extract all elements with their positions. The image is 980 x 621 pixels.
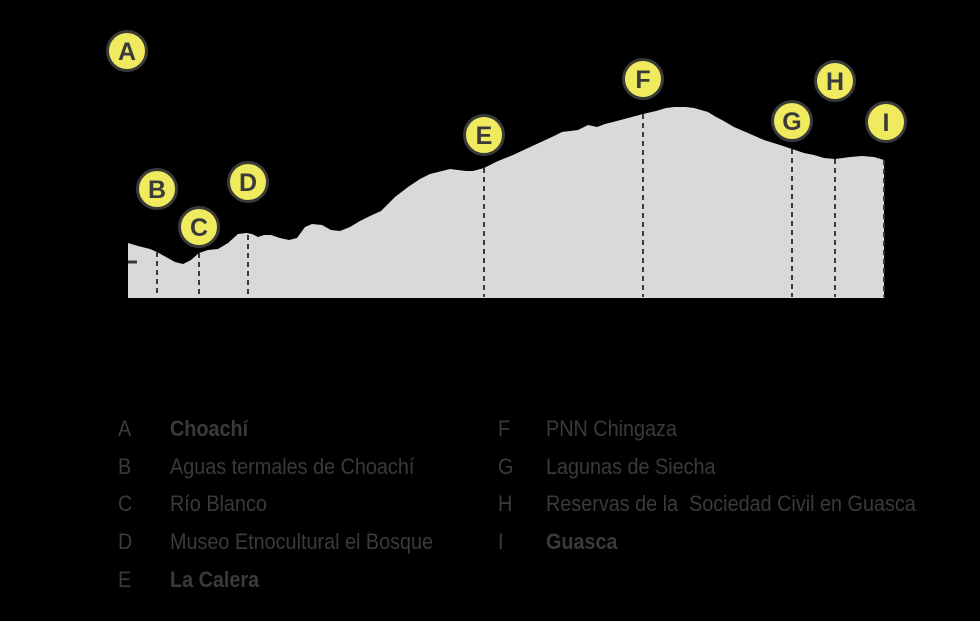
legend-letter: H	[498, 491, 513, 517]
legend-column-right: F PNN Chingaza G Lagunas de Siecha H Res…	[498, 410, 957, 561]
marker-badge-e	[463, 114, 505, 156]
marker-badge-a	[106, 30, 148, 72]
legend-item-h: H Reservas de la Sociedad Civil en Guasc…	[498, 485, 957, 523]
legend-letter: A	[118, 416, 132, 441]
marker-letter-c: C	[190, 214, 208, 242]
legend-label: Guasca	[546, 529, 618, 555]
legend-label: Lagunas de Siecha	[546, 453, 716, 479]
marker-letter-i: I	[883, 109, 890, 137]
marker-badge-d	[227, 161, 269, 203]
legend-letter: B	[118, 453, 132, 479]
legend-item-i: I Guasca	[498, 523, 957, 561]
legend-letter: D	[118, 529, 133, 555]
legend-label: La Calera	[170, 566, 260, 592]
legend-item-f: F PNN Chingaza	[498, 410, 957, 448]
marker-badge-b	[136, 168, 178, 210]
legend-letter: F	[498, 416, 511, 441]
marker-badge-h	[814, 60, 856, 102]
legend-item-d: D Museo Etnocultural el Bosque	[118, 523, 462, 561]
legend-item-b: B Aguas termales de Choachí	[118, 448, 462, 486]
marker-letter-g: G	[782, 108, 801, 136]
legend-label: Aguas termales de Choachí	[170, 453, 415, 479]
legend-letter: G	[498, 453, 514, 479]
legend-label: Reservas de la Sociedad Civil en Guasca	[546, 491, 916, 517]
marker-badge-c	[178, 206, 220, 248]
legend: A Choachí B Aguas termales de Choachí C …	[0, 410, 980, 610]
marker-badge-g	[771, 100, 813, 142]
legend-letter: E	[118, 566, 132, 592]
legend-column-left: A Choachí B Aguas termales de Choachí C …	[118, 410, 462, 598]
legend-item-c: C Río Blanco	[118, 485, 462, 523]
marker-letter-a: A	[118, 38, 136, 66]
legend-label: Museo Etnocultural el Bosque	[170, 529, 434, 555]
marker-badge-f	[622, 58, 664, 100]
marker-letter-b: B	[148, 176, 166, 204]
legend-label: Choachí	[170, 416, 249, 441]
legend-label: PNN Chingaza	[546, 416, 677, 441]
marker-letter-h: H	[826, 68, 844, 96]
legend-letter: I	[498, 529, 504, 555]
marker-badge-i	[865, 101, 907, 143]
legend-item-e: E La Calera	[118, 561, 462, 599]
marker-letter-f: F	[635, 66, 650, 94]
legend-label: Río Blanco	[170, 491, 267, 517]
legend-item-g: G Lagunas de Siecha	[498, 448, 957, 486]
marker-letter-e: E	[476, 122, 493, 150]
legend-item-a: A Choachí	[118, 410, 462, 448]
elevation-area	[128, 107, 884, 298]
legend-letter: C	[118, 491, 133, 517]
marker-letter-d: D	[239, 169, 257, 197]
